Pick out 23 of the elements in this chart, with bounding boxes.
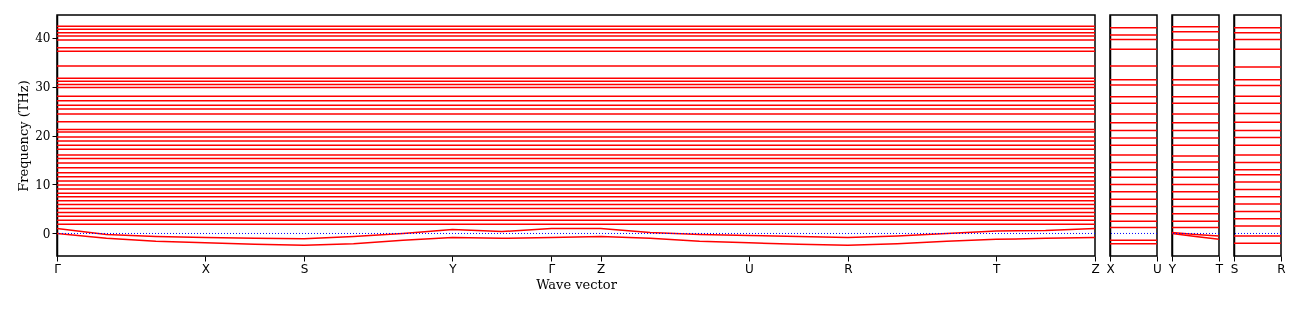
x-tick-label: T <box>991 261 1001 276</box>
x-tick-label: Y <box>448 261 458 276</box>
x-tick-label: X <box>201 261 210 276</box>
x-tick-label: R <box>844 261 853 276</box>
y-tick-label: 40 <box>35 31 51 46</box>
x-tick-label: X <box>1106 261 1115 276</box>
x-tick-label: U <box>1153 261 1162 276</box>
x-tick-label: Γ <box>54 261 62 276</box>
x-axis-title: Wave vector <box>536 276 618 292</box>
y-tick-label: 20 <box>35 129 51 143</box>
y-axis-title: Frequency (THz) <box>16 80 32 192</box>
x-tick-label: T <box>1214 261 1224 276</box>
y-tick-label: 10 <box>35 177 51 192</box>
x-tick-label: S <box>1230 261 1239 276</box>
x-tick-label: R <box>1277 261 1286 276</box>
y-tick-label: 30 <box>35 80 51 95</box>
x-tick-label: Z <box>597 261 606 276</box>
y-tick-label: 0 <box>42 226 51 241</box>
x-tick-label: Y <box>1167 261 1177 276</box>
x-tick-label: U <box>745 261 754 276</box>
x-tick-label: Z <box>1091 261 1100 276</box>
x-tick-label: Γ <box>548 261 556 276</box>
x-tick-label: S <box>300 261 309 276</box>
